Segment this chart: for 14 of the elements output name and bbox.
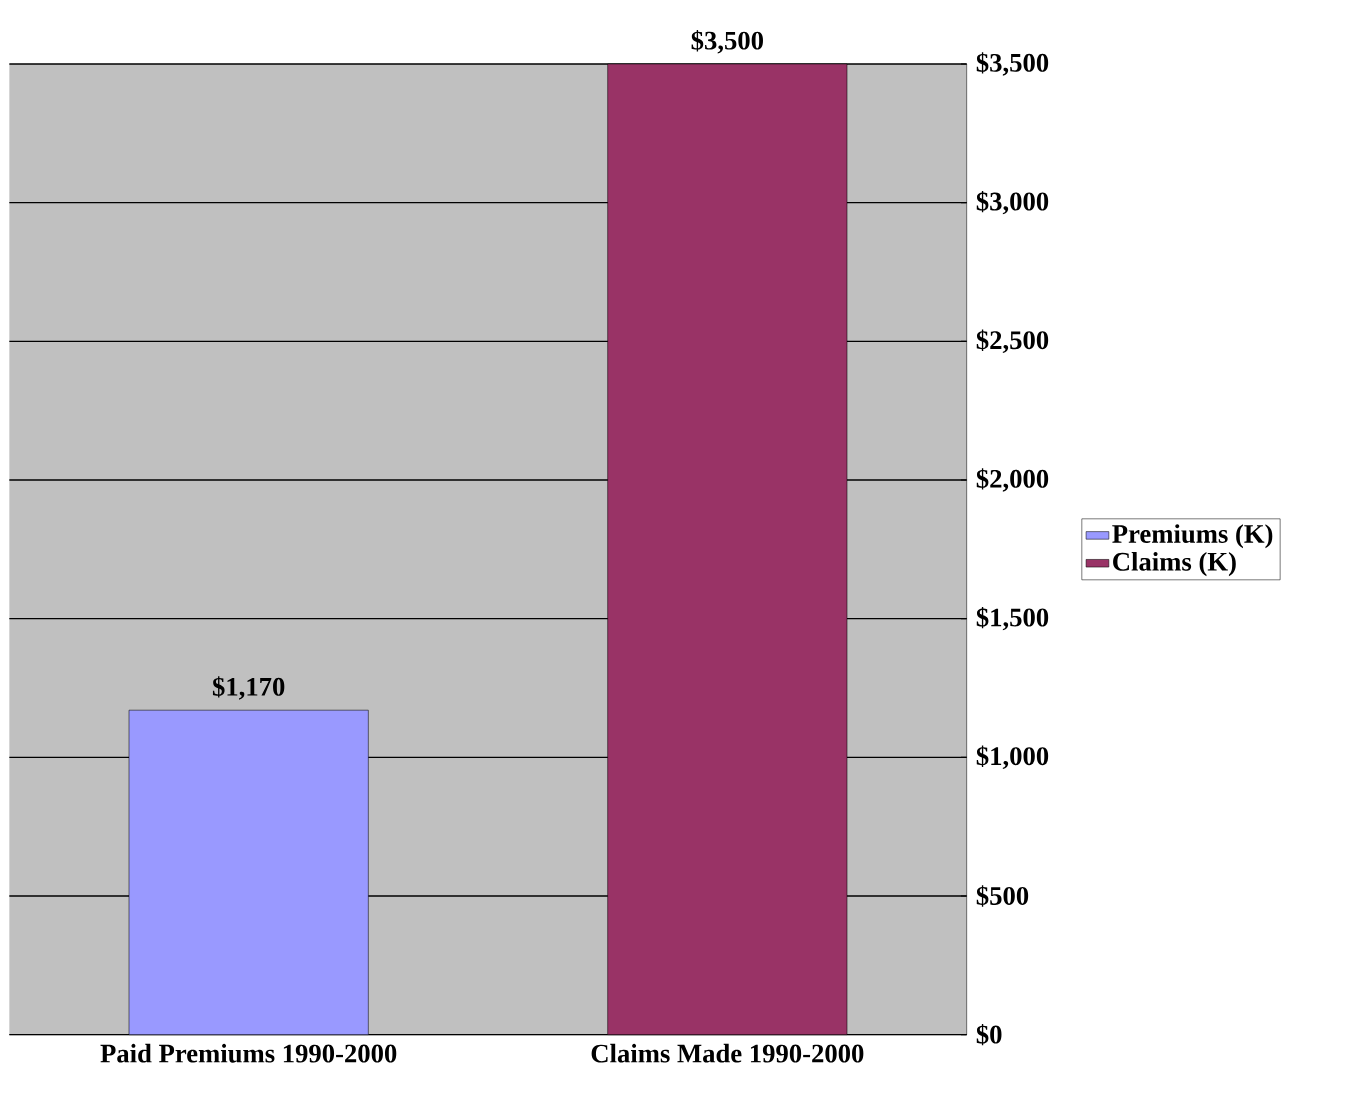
y-tick-label: $2,500: [976, 329, 1049, 354]
legend-label: Claims (K): [1113, 552, 1236, 577]
x-tick-label: Paid Premiums 1990-2000: [100, 1043, 397, 1063]
data-label: $3,500: [691, 30, 763, 54]
data-label: $1,170: [212, 676, 285, 700]
y-tick-label: $3,000: [976, 191, 1049, 215]
y-tick-label: $2,000: [976, 468, 1049, 492]
y-tick-label: $1,500: [976, 607, 1049, 631]
y-tick-label: $1,000: [976, 745, 1049, 770]
y-tick-label: $0: [976, 1024, 1002, 1046]
x-tick-label: Claims Made 1990-2000: [591, 1043, 864, 1063]
y-tick-label: $3,500: [976, 52, 1049, 76]
legend-label: Premiums (K): [1112, 524, 1273, 549]
y-tick-label: $500: [976, 885, 1029, 907]
